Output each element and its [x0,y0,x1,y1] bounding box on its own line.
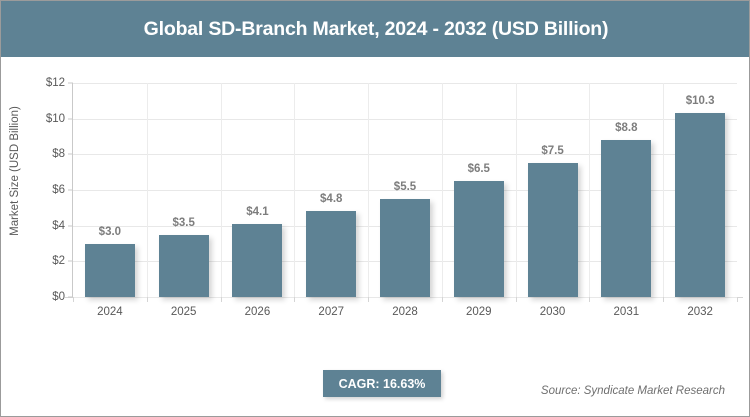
plot-area: $0 $2 $4 $6 $8 $10 $12 $3.0 2024 $3.5 2025 $4.1 2026… [46,77,743,318]
chart-header-band: Global SD-Branch Market, 2024 - 2032 (US… [1,1,749,57]
y-tick-mark [68,260,73,262]
x-tick-label-2028: 2028 [392,306,418,318]
x-gridline [294,83,296,297]
y-gridline [73,118,737,120]
y-tick-label: $10 [45,112,65,125]
y-tick-label: $6 [52,184,65,196]
x-tick-mark [368,297,370,302]
y-tick-mark [68,225,73,227]
x-tick-mark [146,297,148,302]
y-gridline [73,154,737,156]
bar-value-label: $10.3 [685,95,715,108]
y-tick-label: $8 [52,148,65,161]
x-gridline [515,83,517,297]
y-tick-mark [68,118,73,120]
y-gridline [73,297,737,298]
y-tick-label: $4 [52,219,65,232]
bar-2031[interactable] [601,140,652,297]
chart-title: Global SD-Branch Market, 2024 - 2032 (US… [143,17,609,40]
x-tick-label-2030: 2030 [539,306,566,318]
x-gridline [368,83,370,297]
bar-value-label: $3.5 [172,216,195,229]
y-axis-title: Market Size (USD Billion) [9,106,21,236]
x-tick-mark [663,297,665,302]
bar-value-label: $4.8 [320,193,343,206]
plot-wrapper: Market Size (USD Billion) $0 $2 $4 $6 $8 $10 $… [1,57,749,357]
y-tick-mark [68,296,73,298]
y-gridline [73,190,737,191]
y-tick-mark [68,82,73,84]
x-tick-mark [294,297,296,302]
x-tick-mark [737,297,738,302]
bar-2027[interactable] [306,211,357,297]
y-tick-mark [68,189,73,191]
bar-2025[interactable] [158,234,209,297]
bar-value-label: $6.5 [467,163,490,176]
bar-value-label: $5.5 [393,180,417,193]
x-tick-mark [441,297,443,302]
bar-value-label: $4.1 [246,205,269,218]
bar-2028[interactable] [380,198,430,297]
bar-value-label: $7.5 [541,145,564,158]
x-tick-mark [515,297,517,302]
source-note: Source: Syndicate Market Research [540,385,725,397]
x-gridline [220,83,222,297]
x-gridline [146,83,148,297]
y-tick-label: $2 [52,255,65,268]
chart-footer: CAGR: 16.63% Source: Syndicate Market Re… [1,357,749,416]
bar-2032[interactable] [675,113,726,297]
x-gridline [663,83,665,297]
bar-2030[interactable] [527,163,578,297]
bar-2024[interactable] [84,243,135,297]
x-tick-label-2032: 2032 [687,306,713,318]
bar-2026[interactable] [232,223,283,297]
x-tick-label-2026: 2026 [244,306,271,318]
x-tick-label-2027: 2027 [318,306,345,318]
y-tick-label: $12 [45,77,65,89]
x-tick-label-2025: 2025 [170,306,197,318]
y-gridline [73,83,737,84]
x-tick-label-2031: 2031 [613,306,640,318]
bar-value-label: $8.8 [615,122,638,135]
x-gridline [441,83,443,297]
x-tick-label-2024: 2024 [97,306,123,318]
x-tick-label-2029: 2029 [465,306,492,318]
cagr-badge: CAGR: 16.63% [323,370,441,397]
x-tick-mark [73,297,74,302]
x-gridline [589,83,591,297]
x-tick-mark [589,297,591,302]
y-tick-mark [68,153,73,155]
bar-2029[interactable] [453,181,504,297]
y-tick-label: $0 [52,291,65,303]
x-tick-mark [220,297,222,302]
bar-value-label: $3.0 [98,225,122,238]
